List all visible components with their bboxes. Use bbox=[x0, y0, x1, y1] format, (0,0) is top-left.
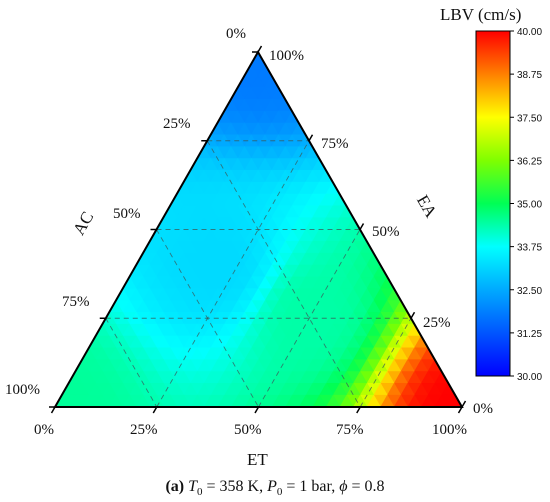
ea-tick-mark bbox=[410, 311, 416, 319]
contour-cell bbox=[244, 394, 260, 407]
et-tick-mark bbox=[457, 406, 463, 414]
ternary-ticks bbox=[49, 45, 467, 414]
ea-tick-mark bbox=[359, 223, 365, 230]
contour-cell bbox=[312, 394, 327, 407]
colorbar-tick-label: 36.25 bbox=[517, 156, 542, 167]
colorbar-tick-label: 31.25 bbox=[517, 329, 542, 340]
caption-phi-symbol: ϕ bbox=[339, 478, 348, 495]
ea-tick-mark bbox=[461, 400, 467, 408]
ea-axis-title: EA bbox=[413, 192, 441, 222]
et-tick-75: 75% bbox=[336, 422, 364, 438]
et-tick-50: 50% bbox=[234, 422, 262, 438]
ac-tick-25: 25% bbox=[163, 116, 191, 132]
ea-tick-75: 75% bbox=[321, 136, 349, 152]
caption-p-sub: 0 bbox=[276, 486, 283, 499]
colorbar-title: LBV (cm/s) bbox=[440, 5, 521, 24]
contour-cell bbox=[366, 394, 382, 407]
colorbar-ticks: 40.00 38.75 37.50 36.25 35.00 33.75 32.50 31.25… bbox=[510, 27, 542, 383]
et-tick-0: 0% bbox=[34, 422, 54, 438]
et-tick-mark bbox=[356, 406, 361, 414]
contour-cell bbox=[81, 394, 97, 407]
ternary-plot-area bbox=[55, 52, 462, 407]
figure-caption: (a) T0 = 358 K, P0 = 1 bar, ϕ = 0.8 bbox=[0, 478, 550, 498]
colorbar-tick-label: 40.00 bbox=[517, 27, 542, 38]
et-tick-100: 100% bbox=[432, 422, 467, 438]
contour-field bbox=[55, 52, 462, 407]
colorbar-tick-label: 30.00 bbox=[517, 372, 542, 383]
gridline-ac bbox=[105, 318, 158, 408]
contour-cell bbox=[407, 394, 422, 407]
contour-cell bbox=[122, 394, 137, 407]
ternary-gridlines bbox=[105, 140, 412, 408]
gridline-ac bbox=[206, 140, 361, 408]
top-vertex-right-label: 100% bbox=[269, 48, 304, 64]
gridline-et bbox=[156, 140, 310, 408]
caption-t-sub: 0 bbox=[197, 486, 203, 499]
ac-tick-50: 50% bbox=[113, 206, 141, 222]
ea-tick-25: 25% bbox=[423, 315, 451, 331]
contour-cell bbox=[230, 394, 246, 407]
contour-cell bbox=[203, 394, 219, 407]
ea-tick-mark bbox=[308, 134, 314, 142]
contour-cell bbox=[217, 394, 232, 407]
contour-cell bbox=[325, 394, 341, 407]
colorbar-tick-label: 37.50 bbox=[517, 113, 542, 124]
contour-cell bbox=[190, 394, 205, 407]
caption-panel: (a) bbox=[165, 478, 185, 495]
colorbar bbox=[475, 30, 511, 377]
contour-cell bbox=[135, 394, 151, 407]
contour-cell bbox=[68, 394, 83, 407]
et-axis-title: ET bbox=[247, 450, 268, 469]
ea-end-label: 0% bbox=[473, 401, 493, 417]
ea-tick-mark bbox=[257, 45, 263, 53]
ternary-chart: 0% 100% 25% 50% 75% 100% AC 75% 50% 25% … bbox=[5, 5, 542, 469]
contour-cell bbox=[149, 394, 165, 407]
et-tick-mark bbox=[254, 406, 260, 414]
ac-end-label: 100% bbox=[5, 382, 40, 398]
gridline-ac bbox=[156, 229, 259, 408]
contour-cell bbox=[95, 394, 110, 407]
contour-cell bbox=[393, 394, 409, 407]
ea-tick-50: 50% bbox=[372, 224, 400, 240]
top-vertex-label: 0% bbox=[226, 26, 246, 42]
et-tick-mark bbox=[152, 406, 158, 414]
ac-axis-title: AC bbox=[69, 208, 97, 238]
et-tick-25: 25% bbox=[130, 422, 158, 438]
contour-cell bbox=[271, 394, 287, 407]
gridline-et bbox=[359, 318, 412, 408]
caption-p-value: = 1 bar, bbox=[282, 478, 340, 495]
contour-cell bbox=[434, 394, 449, 407]
caption-p-symbol: P bbox=[267, 478, 277, 495]
contour-cell bbox=[163, 394, 178, 407]
contour-cell bbox=[298, 394, 314, 407]
colorbar-tick-label: 33.75 bbox=[517, 243, 542, 254]
contour-cell bbox=[339, 394, 354, 407]
contour-cell bbox=[176, 394, 192, 407]
et-tick-mark bbox=[50, 406, 56, 414]
caption-phi-value: = 0.8 bbox=[347, 478, 385, 495]
colorbar-tick-label: 38.75 bbox=[517, 70, 542, 81]
ac-tick-75: 75% bbox=[62, 294, 90, 310]
colorbar-tick-label: 35.00 bbox=[517, 200, 542, 211]
contour-cell bbox=[257, 394, 273, 407]
gridline-et bbox=[258, 229, 361, 408]
caption-t-symbol: T bbox=[188, 478, 198, 495]
colorbar-tick-label: 32.50 bbox=[517, 286, 542, 297]
contour-cell bbox=[108, 394, 124, 407]
contour-cell bbox=[380, 394, 395, 407]
contour-cell bbox=[285, 394, 300, 407]
caption-t-value: = 358 K, bbox=[202, 478, 268, 495]
contour-cell bbox=[420, 394, 436, 407]
